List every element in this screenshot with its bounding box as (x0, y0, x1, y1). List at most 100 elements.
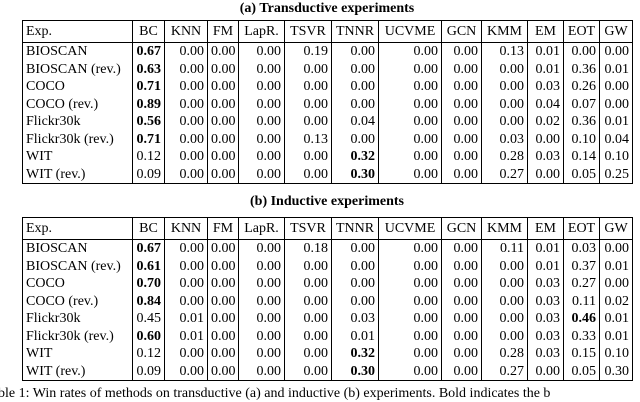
value-cell: 0.27 (563, 275, 600, 293)
value-cell: 0.00 (481, 327, 528, 345)
value-cell: 0.00 (441, 292, 482, 310)
value-cell: 0.00 (164, 239, 208, 258)
value-cell: 0.00 (378, 345, 442, 363)
value-cell: 0.00 (378, 292, 442, 310)
value-cell: 0.03 (527, 292, 564, 310)
value-cell: 0.00 (238, 292, 285, 310)
table: Exp. BC KNN FM LapR. TSVR TNNR UCVME GCN KMM EM EOT… (22, 20, 633, 184)
value-cell: 0.01 (599, 257, 633, 275)
row-label: WIT (22, 345, 133, 363)
value-cell: 0.00 (331, 257, 379, 275)
value-cell: 0.00 (481, 113, 528, 131)
value-cell: 0.00 (164, 113, 208, 131)
value-cell: 0.00 (207, 148, 239, 166)
header-cell: EOT (563, 217, 600, 240)
value-cell: 0.63 (132, 60, 165, 78)
table-row: COCO (rev.) 0.84 0.00 0.00 0.00 0.00 0.00 0.00 0… (22, 292, 633, 310)
value-cell: 0.30 (331, 362, 379, 381)
value-cell: 0.00 (284, 275, 332, 293)
value-cell: 0.00 (481, 95, 528, 113)
value-cell: 0.00 (164, 148, 208, 166)
row-label: WIT (rev.) (22, 165, 133, 184)
value-cell: 0.01 (599, 327, 633, 345)
value-cell: 0.00 (284, 345, 332, 363)
header-cell: TNNR (331, 20, 379, 43)
header-cell: Exp. (22, 217, 133, 240)
value-cell: 0.00 (378, 257, 442, 275)
row-label: BIOSCAN (rev.) (22, 257, 133, 275)
value-cell: 0.04 (599, 130, 633, 148)
value-cell: 0.00 (164, 60, 208, 78)
value-cell: 0.00 (331, 239, 379, 258)
value-cell: 0.00 (441, 95, 482, 113)
table: Exp. BC KNN FM LapR. TSVR TNNR UCVME GCN KMM EM EOT… (22, 217, 633, 381)
value-cell: 0.00 (238, 148, 285, 166)
value-cell: 0.00 (441, 345, 482, 363)
value-cell: 0.00 (599, 42, 633, 61)
value-cell: 0.00 (238, 310, 285, 328)
value-cell: 0.00 (207, 95, 239, 113)
header-cell: EM (527, 20, 564, 43)
value-cell: 0.45 (132, 310, 165, 328)
value-cell: 0.15 (563, 345, 600, 363)
value-cell: 0.00 (331, 130, 379, 148)
value-cell: 0.00 (378, 95, 442, 113)
table-title: (b) Inductive experiments (250, 194, 404, 209)
value-cell: 0.00 (441, 239, 482, 258)
value-cell: 0.00 (207, 130, 239, 148)
value-cell: 0.00 (238, 42, 285, 61)
table-row: WIT (rev.) 0.09 0.00 0.00 0.00 0.00 0.30 0.00 0.… (22, 165, 633, 184)
value-cell: 0.00 (238, 60, 285, 78)
value-cell: 0.13 (284, 130, 332, 148)
header-cell: TSVR (284, 20, 332, 43)
value-cell: 0.30 (331, 165, 379, 184)
value-cell: 0.00 (207, 362, 239, 381)
value-cell: 0.00 (441, 148, 482, 166)
value-cell: 0.25 (599, 165, 633, 184)
value-cell: 0.00 (238, 95, 285, 113)
value-cell: 0.00 (164, 130, 208, 148)
value-cell: 0.03 (527, 78, 564, 96)
value-cell: 0.00 (207, 345, 239, 363)
value-cell: 0.27 (481, 362, 528, 381)
value-cell: 0.11 (563, 292, 600, 310)
caption: ble 1: Win rates of methods on transduct… (0, 386, 551, 401)
value-cell: 0.00 (378, 60, 442, 78)
value-cell: 0.00 (238, 345, 285, 363)
header-cell: TSVR (284, 217, 332, 240)
header-row: Exp. BC KNN FM LapR. TSVR TNNR UCVME GCN KMM EM EOT… (22, 20, 633, 43)
value-cell: 0.11 (481, 239, 528, 258)
header-cell: Exp. (22, 20, 133, 43)
value-cell: 0.01 (527, 239, 564, 258)
value-cell: 0.00 (599, 239, 633, 258)
value-cell: 0.00 (378, 327, 442, 345)
header-cell: GCN (441, 217, 482, 240)
value-cell: 0.84 (132, 292, 165, 310)
value-cell: 0.00 (238, 275, 285, 293)
value-cell: 0.67 (132, 42, 165, 61)
header-cell: GW (599, 217, 633, 240)
value-cell: 0.01 (599, 60, 633, 78)
header-cell: GCN (441, 20, 482, 43)
value-cell: 0.00 (378, 275, 442, 293)
table-row: BIOSCAN 0.67 0.00 0.00 0.00 0.18 0.00 0.00 0.00 0… (22, 239, 633, 258)
value-cell: 0.00 (207, 310, 239, 328)
value-cell: 0.00 (331, 78, 379, 96)
header-cell: TNNR (331, 217, 379, 240)
value-cell: 0.00 (164, 362, 208, 381)
value-cell: 0.00 (284, 257, 332, 275)
header-cell: UCVME (378, 20, 442, 43)
value-cell: 0.00 (164, 78, 208, 96)
value-cell: 0.00 (441, 327, 482, 345)
value-cell: 0.00 (481, 275, 528, 293)
value-cell: 0.00 (481, 78, 528, 96)
value-cell: 0.01 (164, 327, 208, 345)
value-cell: 0.00 (164, 165, 208, 184)
row-label: Flickr30k (22, 310, 133, 328)
table-row: BIOSCAN (rev.) 0.63 0.00 0.00 0.00 0.00 0.00 0.… (22, 60, 633, 78)
value-cell: 0.00 (481, 310, 528, 328)
table-row: WIT 0.12 0.00 0.00 0.00 0.00 0.32 0.00 0.00 0.28 0… (22, 148, 633, 166)
value-cell: 0.01 (527, 60, 564, 78)
value-cell: 0.03 (563, 239, 600, 258)
